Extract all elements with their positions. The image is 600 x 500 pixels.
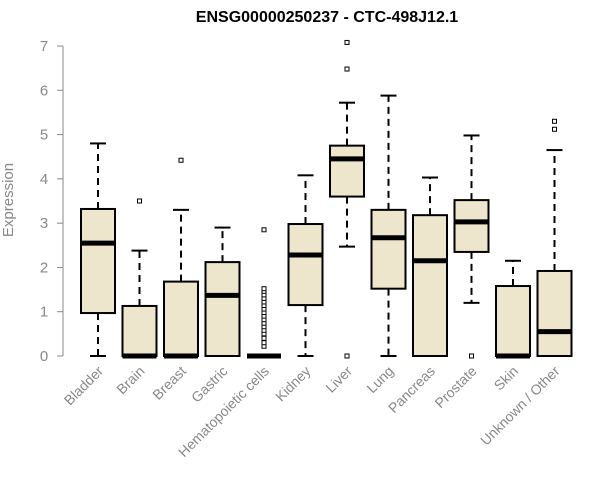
x-tick-label: Unknown / Other <box>477 363 563 449</box>
box-hematopoietic-cells <box>247 227 281 359</box>
outlier-point <box>344 39 350 45</box>
x-tick-label: Lung <box>363 363 396 396</box>
outlier-point <box>344 66 350 72</box>
box-kidney <box>287 174 324 357</box>
box-iqr <box>495 285 531 357</box>
y-tick-label: 0 <box>40 348 48 365</box>
box-iqr <box>370 208 407 290</box>
outlier-point <box>137 198 142 204</box>
y-tick-label: 3 <box>40 215 48 232</box>
box-iqr <box>80 207 116 315</box>
x-tick-label: Bladder <box>61 363 107 409</box>
y-tick-label: 1 <box>40 304 48 321</box>
box-bladder <box>80 142 116 357</box>
chart-title: ENSG00000250237 - CTC-498J12.1 <box>196 9 458 26</box>
outlier-point <box>552 126 557 132</box>
box-prostate <box>453 134 490 359</box>
x-tick-label: Skin <box>491 363 522 394</box>
box-skin <box>495 259 531 359</box>
box-iqr <box>121 304 158 358</box>
outlier-point <box>552 118 557 124</box>
outlier-point <box>261 335 267 341</box>
y-tick-label: 6 <box>40 82 48 99</box>
box-iqr <box>453 199 490 253</box>
outlier-point <box>178 157 184 163</box>
outlier-point <box>469 353 474 359</box>
x-tick-label: Kidney <box>272 363 314 405</box>
y-tick-label: 5 <box>40 127 48 144</box>
y-tick-label: 4 <box>40 171 48 188</box>
boxes-layer <box>80 39 573 359</box>
box-iqr <box>536 269 573 358</box>
x-tick-label: Brain <box>113 363 147 397</box>
x-tick-label: Prostate <box>431 363 479 411</box>
box-iqr <box>163 280 199 358</box>
y-tick-label: 7 <box>40 38 48 55</box>
box-unknown-other <box>536 118 573 358</box>
x-tick-label: Liver <box>322 363 355 396</box>
outlier-point <box>261 227 267 233</box>
y-axis-label: Expression <box>0 163 17 237</box>
box-iqr <box>287 223 324 307</box>
box-brain <box>121 198 158 359</box>
outlier-point <box>261 286 267 292</box>
box-gastric <box>204 226 241 357</box>
box-breast <box>163 157 199 359</box>
box-pancreas <box>412 176 448 357</box>
outlier-point <box>261 340 267 346</box>
box-iqr <box>204 261 241 357</box>
box-lung <box>370 94 407 357</box>
y-axis: 0 1 2 3 4 5 6 7 <box>40 38 64 365</box>
outlier-point <box>344 353 350 359</box>
box-iqr <box>412 214 448 357</box>
x-tick-label: Breast <box>149 363 189 403</box>
y-tick-label: 2 <box>40 259 48 276</box>
box-iqr <box>329 144 365 198</box>
box-liver <box>329 39 365 359</box>
